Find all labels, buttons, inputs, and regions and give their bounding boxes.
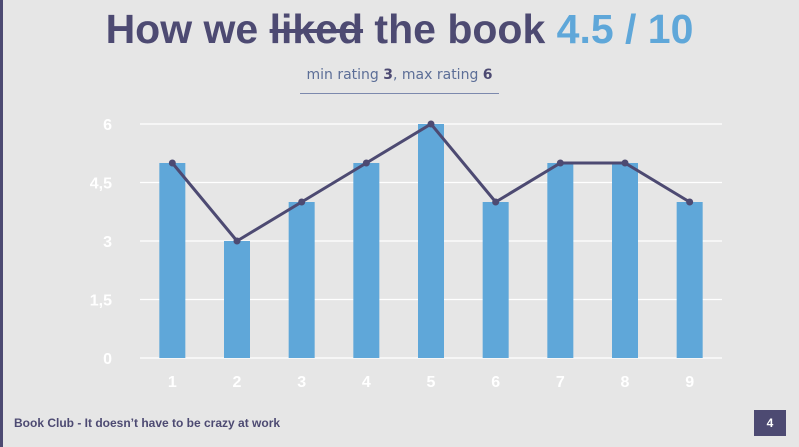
line-point: [427, 120, 435, 128]
left-accent-rule: [0, 0, 3, 447]
subtitle-underlined: min rating 3, max rating 6: [300, 64, 499, 94]
line-point: [686, 198, 694, 206]
footer-text: Book Club - It doesn’t have to be crazy …: [14, 416, 281, 430]
bar: [288, 202, 315, 358]
x-tick-label: 3: [297, 374, 306, 391]
bar: [676, 202, 703, 358]
bar: [418, 124, 444, 358]
y-tick-label: 6: [103, 117, 112, 134]
title-suffix: the book: [363, 6, 557, 52]
x-tick-label: 1: [168, 374, 177, 391]
x-tick-label: 7: [556, 374, 565, 391]
line-point: [492, 198, 500, 206]
x-tick-label: 8: [621, 374, 630, 391]
title-score: 4.5 / 10: [556, 6, 694, 52]
x-tick-label: 2: [233, 374, 242, 391]
subtitle-max-value: 6: [482, 67, 493, 83]
bar: [482, 202, 509, 358]
bar: [224, 241, 250, 358]
bar: [547, 163, 574, 358]
bar: [353, 163, 380, 358]
bar: [159, 163, 186, 358]
line-point: [298, 198, 306, 206]
slide-subtitle: min rating 3, max rating 6: [0, 64, 799, 94]
subtitle-separator: , max rating: [393, 67, 483, 83]
title-prefix: How we: [105, 6, 270, 52]
x-tick-label: 5: [427, 374, 436, 391]
line-point: [556, 159, 564, 167]
x-tick-label: 6: [491, 374, 500, 391]
page-number-badge: 4: [754, 410, 786, 436]
x-tick-label: 4: [362, 374, 371, 391]
bar: [612, 163, 638, 358]
line-point: [621, 159, 629, 167]
y-tick-label: 1,5: [90, 293, 112, 310]
slide-title: How we liked the book 4.5 / 10: [0, 4, 799, 54]
subtitle-min-value: 3: [383, 67, 393, 83]
y-tick-label: 4,5: [90, 176, 112, 193]
line-point: [233, 237, 241, 245]
line-point: [168, 159, 176, 167]
y-tick-label: 0: [103, 351, 112, 368]
y-tick-label: 3: [103, 234, 112, 251]
title-struck-word: liked: [269, 6, 364, 52]
x-tick-label: 9: [685, 374, 694, 391]
line-point: [362, 159, 370, 167]
subtitle-min-label: min rating: [306, 67, 384, 83]
